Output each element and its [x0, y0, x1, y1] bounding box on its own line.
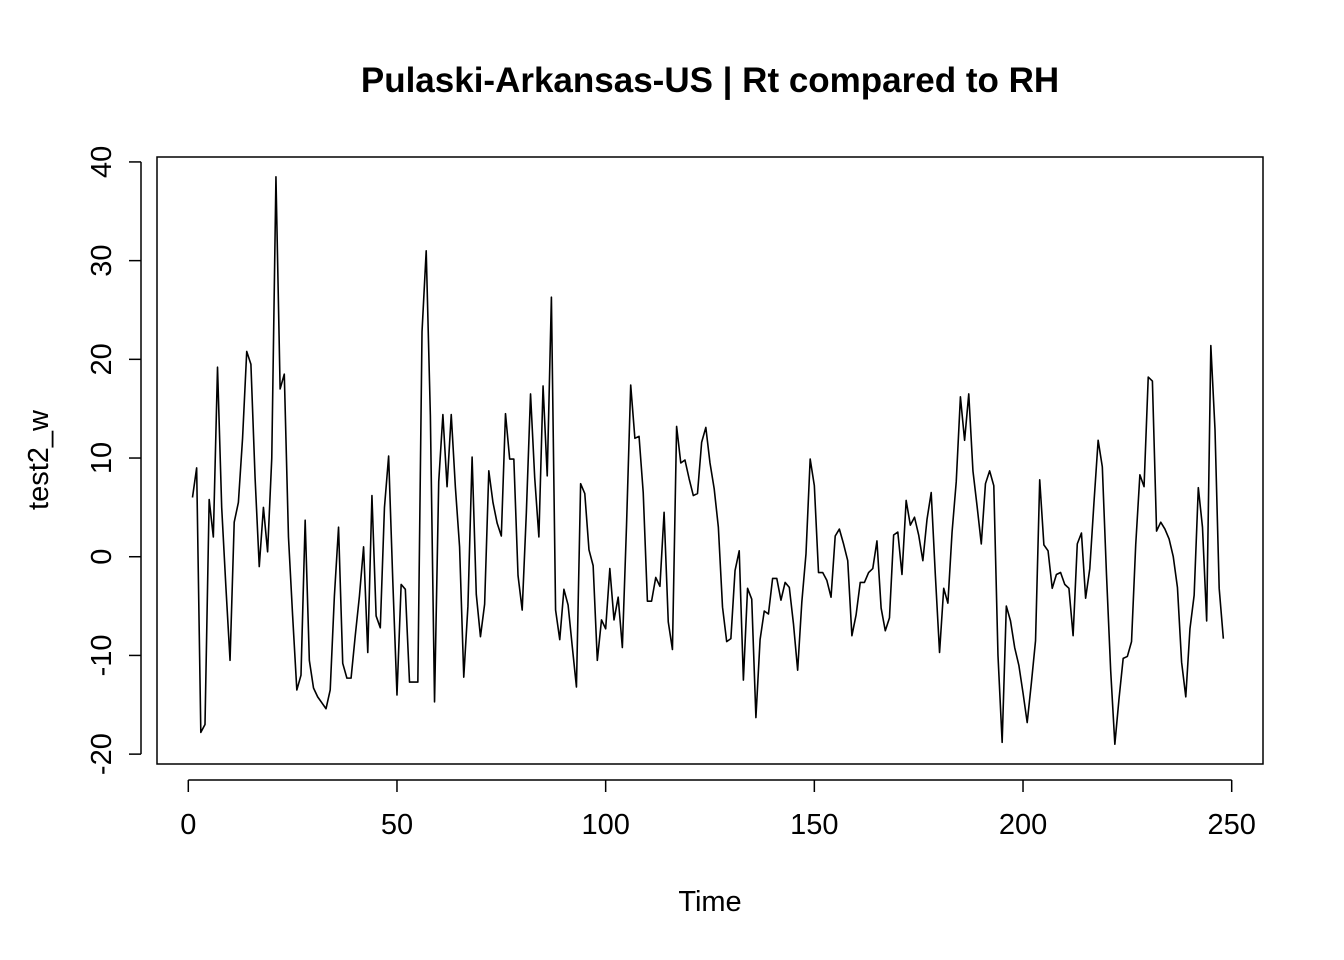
chart-title: Pulaski-Arkansas-US | Rt compared to RH: [361, 61, 1059, 100]
y-tick-label: -10: [86, 634, 118, 676]
y-tick-label: 30: [86, 245, 118, 277]
y-tick-label: 0: [86, 549, 118, 565]
y-axis-label: test2_w: [23, 409, 55, 510]
series-line: [191, 175, 1225, 746]
x-axis: 0 50 100 150 200 250: [180, 779, 1256, 841]
y-tick-label: 20: [86, 343, 118, 375]
y-tick-label: -20: [86, 733, 118, 775]
x-tick-label: 50: [381, 809, 413, 841]
y-tick-label: 10: [86, 442, 118, 474]
x-tick-label: 150: [790, 809, 838, 841]
x-tick-label: 200: [999, 809, 1047, 841]
x-tick-label: 0: [180, 809, 196, 841]
x-tick-label: 100: [581, 809, 629, 841]
x-tick-label: 250: [1208, 809, 1256, 841]
y-tick-label: 40: [86, 146, 118, 178]
x-axis-label: Time: [678, 886, 741, 918]
y-axis: -20 -10 0 10 20 30 40: [86, 146, 142, 775]
plot-frame: [156, 156, 1264, 765]
